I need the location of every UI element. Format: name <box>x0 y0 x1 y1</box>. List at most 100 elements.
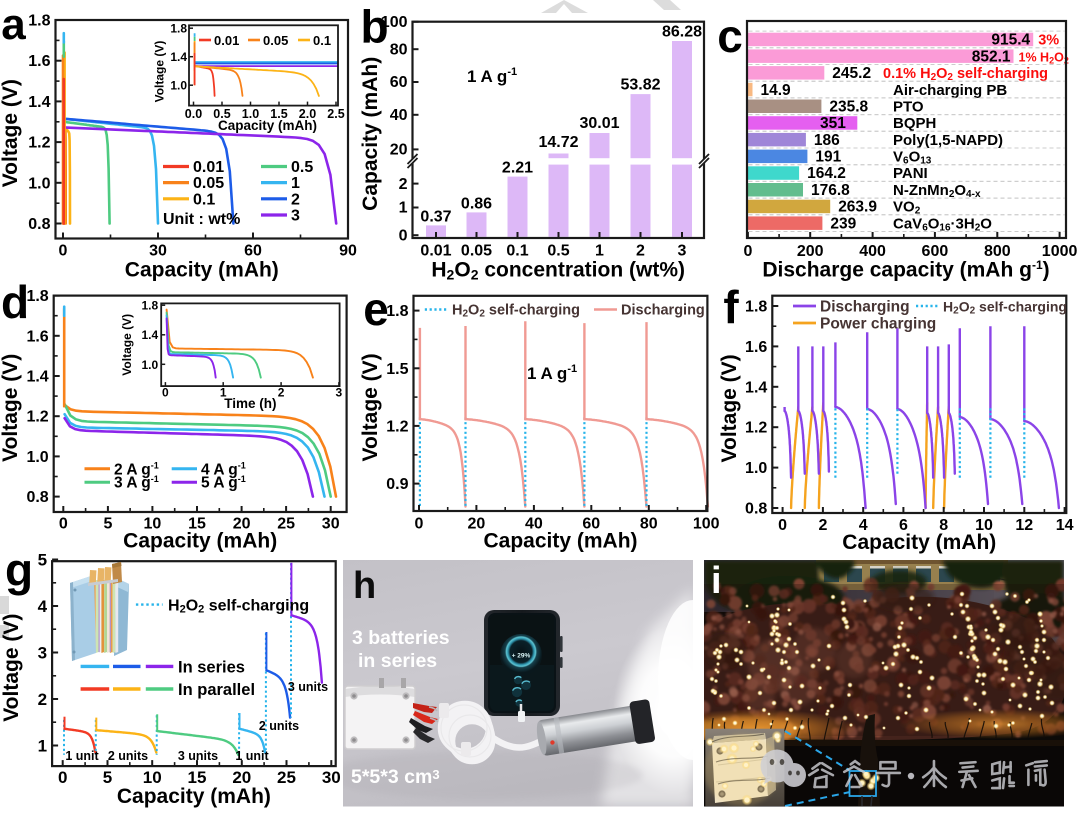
svg-text:Capacity (mAh): Capacity (mAh) <box>218 118 317 133</box>
svg-text:0.1: 0.1 <box>313 33 331 48</box>
svg-text:5*5*3 cm3: 5*5*3 cm3 <box>351 766 440 788</box>
svg-text:1% H2O2: 1% H2O2 <box>1019 50 1069 65</box>
svg-text:1.0: 1.0 <box>170 79 187 93</box>
svg-text:Capacity (mAh): Capacity (mAh) <box>123 530 277 553</box>
svg-text:0.8: 0.8 <box>28 216 50 233</box>
svg-text:h: h <box>353 565 376 607</box>
svg-text:25: 25 <box>277 768 296 787</box>
svg-text:f: f <box>723 281 739 333</box>
svg-text:1: 1 <box>38 737 47 756</box>
svg-text:1.8: 1.8 <box>142 299 159 313</box>
svg-text:5: 5 <box>38 551 47 570</box>
svg-text:1.8: 1.8 <box>26 288 48 305</box>
svg-text:1.6: 1.6 <box>26 328 48 345</box>
svg-text:176.8: 176.8 <box>811 182 850 199</box>
svg-text:3 units: 3 units <box>288 680 328 694</box>
svg-text:1.6: 1.6 <box>28 53 50 70</box>
svg-text:0.1% H2O2 self-charging: 0.1% H2O2 self-charging <box>883 66 1048 83</box>
svg-text:1.8: 1.8 <box>745 299 767 316</box>
svg-text:3: 3 <box>336 386 343 400</box>
svg-text:1.0: 1.0 <box>28 175 50 192</box>
svg-text:Air-charging PB: Air-charging PB <box>893 82 1007 99</box>
svg-text:0: 0 <box>743 243 752 260</box>
svg-text:1.8: 1.8 <box>170 22 187 36</box>
svg-text:2: 2 <box>291 191 300 208</box>
svg-text:2: 2 <box>636 243 645 260</box>
svg-text:1 unit: 1 unit <box>235 749 269 763</box>
svg-text:In series: In series <box>178 659 245 677</box>
svg-text:6: 6 <box>899 517 908 534</box>
svg-text:Voltage (V): Voltage (V) <box>153 41 167 103</box>
svg-text:N-ZnMn2O4-x: N-ZnMn2O4-x <box>893 182 981 200</box>
svg-text:Capacity (mAh): Capacity (mAh) <box>842 531 996 554</box>
svg-text:1 unit: 1 unit <box>65 749 99 763</box>
svg-text:3 A g-1: 3 A g-1 <box>114 474 159 492</box>
svg-text:0.05: 0.05 <box>263 33 288 48</box>
svg-text:20: 20 <box>233 516 251 533</box>
svg-text:Voltage (V): Voltage (V) <box>0 354 22 462</box>
svg-text:0.86: 0.86 <box>461 196 492 213</box>
svg-text:30: 30 <box>149 243 167 260</box>
svg-text:2: 2 <box>278 386 285 400</box>
svg-text:0.1: 0.1 <box>506 243 528 260</box>
svg-text:0.0: 0.0 <box>185 107 202 121</box>
svg-text:10: 10 <box>975 517 993 534</box>
svg-text:263.9: 263.9 <box>838 199 877 216</box>
svg-text:20: 20 <box>390 142 408 159</box>
svg-text:0: 0 <box>778 517 787 534</box>
svg-text:0.5: 0.5 <box>213 107 230 121</box>
svg-text:0.5: 0.5 <box>291 159 313 176</box>
svg-text:2 units: 2 units <box>108 749 148 763</box>
svg-text:Time (h): Time (h) <box>224 396 276 411</box>
svg-text:1.5: 1.5 <box>270 107 287 121</box>
svg-text:239: 239 <box>830 215 856 232</box>
svg-text:H2O2 concentration (wt%): H2O2 concentration (wt%) <box>431 259 685 283</box>
svg-text:0.8: 0.8 <box>26 489 48 506</box>
svg-text:4: 4 <box>38 597 48 616</box>
svg-text:Unit : wt%: Unit : wt% <box>163 211 240 228</box>
svg-text:2: 2 <box>399 176 408 193</box>
svg-text:20: 20 <box>232 768 251 787</box>
svg-text:40: 40 <box>390 107 408 124</box>
svg-text:0.01: 0.01 <box>420 243 451 260</box>
svg-text:0.5: 0.5 <box>547 243 569 260</box>
svg-text:3: 3 <box>678 243 687 260</box>
svg-text:1.5: 1.5 <box>386 361 408 378</box>
svg-text:0: 0 <box>59 516 68 533</box>
svg-text:30: 30 <box>322 516 340 533</box>
svg-text:1.4: 1.4 <box>26 369 48 386</box>
svg-text:2 A g-1: 2 A g-1 <box>114 460 159 478</box>
svg-text:a: a <box>1 0 26 49</box>
svg-text:2 units: 2 units <box>259 719 299 733</box>
svg-text:15: 15 <box>188 768 207 787</box>
svg-text:53.82: 53.82 <box>620 77 660 94</box>
svg-text:Discharging: Discharging <box>621 303 705 319</box>
svg-text:1.4: 1.4 <box>142 328 159 342</box>
svg-text:3 units: 3 units <box>178 749 218 763</box>
svg-text:1 A g-1: 1 A g-1 <box>467 66 517 86</box>
svg-text:25: 25 <box>277 516 295 533</box>
svg-text:2.0: 2.0 <box>299 107 316 121</box>
svg-text:in series: in series <box>358 650 437 672</box>
svg-text:0.05: 0.05 <box>193 175 224 192</box>
svg-text:e: e <box>363 283 389 335</box>
svg-text:d: d <box>1 276 29 328</box>
svg-text:100: 100 <box>381 14 408 31</box>
svg-text:g: g <box>5 544 33 596</box>
svg-text:BQPH: BQPH <box>893 115 936 132</box>
svg-text:1.2: 1.2 <box>26 409 48 426</box>
svg-text:VO2: VO2 <box>893 199 921 217</box>
svg-text:1: 1 <box>595 243 604 260</box>
svg-text:b: b <box>360 1 388 53</box>
svg-text:Capacity (mAh): Capacity (mAh) <box>117 785 271 808</box>
svg-text:1.0: 1.0 <box>745 460 767 477</box>
svg-text:10: 10 <box>143 768 162 787</box>
svg-text:1000: 1000 <box>1042 243 1078 260</box>
svg-text:c: c <box>717 10 743 62</box>
svg-text:351: 351 <box>820 115 846 132</box>
svg-text:0: 0 <box>59 243 68 260</box>
svg-text:3 batteries: 3 batteries <box>352 627 450 649</box>
svg-text:600: 600 <box>922 243 949 260</box>
svg-text:Capacity (mAh): Capacity (mAh) <box>483 530 637 553</box>
svg-text:2: 2 <box>818 517 827 534</box>
